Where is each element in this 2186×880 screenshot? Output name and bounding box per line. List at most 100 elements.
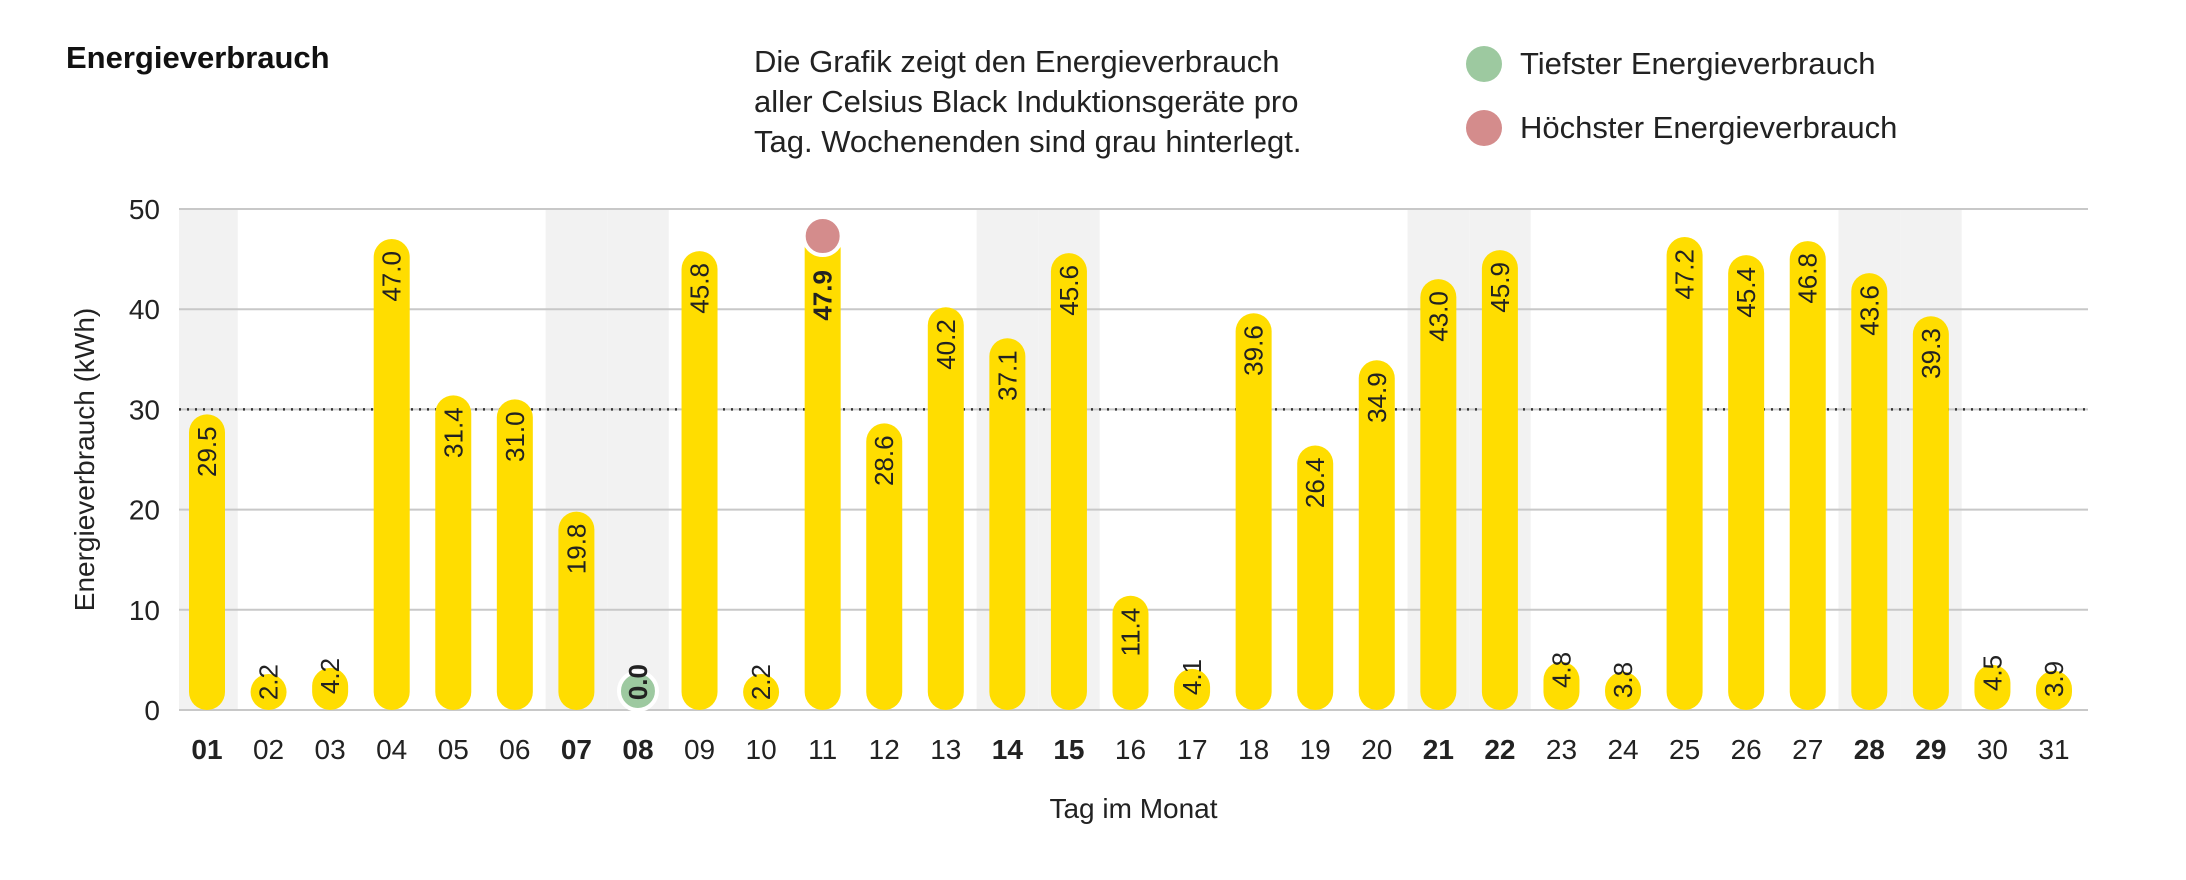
x-tick-label: 09	[684, 734, 715, 765]
legend-label: Höchster Energieverbrauch	[1520, 110, 1898, 145]
bar	[312, 667, 349, 710]
value-label: 39.3	[1916, 328, 1946, 379]
weekend-band	[607, 209, 669, 710]
x-tick-label: 01	[191, 734, 222, 765]
value-label: 3.8	[1608, 662, 1638, 698]
y-tick-label: 10	[129, 595, 160, 626]
bar	[496, 399, 533, 710]
bar	[927, 307, 964, 710]
value-label: 31.4	[438, 407, 468, 458]
value-label: 19.8	[561, 524, 591, 575]
x-tick-label: 16	[1115, 734, 1146, 765]
value-label: 4.1	[1177, 659, 1207, 695]
x-tick-label: 03	[315, 734, 346, 765]
x-tick-label: 19	[1300, 734, 1331, 765]
value-label: 47.2	[1670, 249, 1700, 300]
legend-item-max: Höchster Energieverbrauch	[1466, 108, 1897, 148]
bar	[1789, 241, 1826, 710]
bar	[373, 239, 410, 710]
y-tick-label: 40	[129, 294, 160, 325]
y-tick-label: 0	[144, 695, 160, 726]
value-label: 0.0	[623, 664, 653, 700]
bar	[1912, 316, 1949, 710]
x-tick-label: 25	[1669, 734, 1700, 765]
x-tick-label: 29	[1915, 734, 1946, 765]
x-tick-label: 15	[1053, 734, 1084, 765]
x-tick-label: 05	[438, 734, 469, 765]
x-tick-label: 06	[499, 734, 530, 765]
value-label: 45.6	[1054, 265, 1084, 316]
value-label: 45.9	[1485, 262, 1515, 313]
x-tick-label: 22	[1484, 734, 1515, 765]
value-label: 2.2	[746, 664, 776, 700]
value-label: 2.2	[254, 664, 284, 700]
bar	[558, 511, 595, 710]
x-tick-label: 14	[992, 734, 1024, 765]
y-tick-label: 50	[129, 194, 160, 225]
x-tick-label: 04	[376, 734, 407, 765]
max-marker	[801, 215, 844, 258]
x-tick-label: 20	[1361, 734, 1392, 765]
bar	[1174, 668, 1211, 710]
value-label: 29.5	[192, 426, 222, 477]
bar	[743, 674, 780, 710]
x-tick-label: 28	[1854, 734, 1885, 765]
bar	[189, 414, 225, 710]
bar	[1666, 237, 1703, 710]
bar	[804, 230, 841, 711]
chart-description: Die Grafik zeigt den Energieverbrauch al…	[754, 42, 1394, 162]
x-tick-label: 26	[1731, 734, 1762, 765]
value-label: 4.5	[1977, 655, 2007, 691]
y-tick-label: 30	[129, 394, 160, 425]
x-tick-label: 10	[746, 734, 777, 765]
value-label: 43.6	[1854, 285, 1884, 336]
value-label: 45.8	[685, 263, 715, 314]
value-label: 43.0	[1423, 291, 1453, 342]
min-marker-icon	[1466, 46, 1502, 82]
value-label: 39.6	[1239, 325, 1269, 376]
x-axis-title: Tag im Monat	[1049, 793, 1217, 824]
value-label: 4.2	[315, 658, 345, 694]
value-label: 37.1	[992, 350, 1022, 401]
chart-title: Energieverbrauch	[66, 40, 330, 75]
x-tick-label: 30	[1977, 734, 2008, 765]
y-axis-title: Energieverbrauch (kWh)	[69, 308, 100, 611]
legend: Tiefster Energieverbrauch Höchster Energ…	[1466, 44, 1897, 172]
value-label: 4.8	[1546, 652, 1576, 688]
value-label: 31.0	[500, 411, 530, 462]
x-tick-label: 27	[1792, 734, 1823, 765]
max-marker-icon	[1466, 110, 1502, 146]
value-label: 47.9	[808, 270, 838, 321]
bar	[1112, 595, 1149, 710]
y-tick-label: 20	[129, 495, 160, 526]
description-line: Tag. Wochenenden sind grau hinterlegt.	[754, 124, 1302, 159]
value-label: 47.0	[377, 251, 407, 302]
bar	[1974, 664, 2011, 710]
bar	[1420, 279, 1457, 710]
x-tick-label: 02	[253, 734, 284, 765]
value-label: 45.4	[1731, 267, 1761, 318]
legend-item-min: Tiefster Energieverbrauch	[1466, 44, 1897, 84]
value-label: 11.4	[1116, 608, 1146, 657]
value-label: 34.9	[1362, 372, 1392, 423]
x-tick-label: 07	[561, 734, 592, 765]
x-tick-label: 17	[1176, 734, 1207, 765]
bar	[1481, 250, 1518, 710]
bar	[2036, 670, 2072, 710]
bar	[1728, 255, 1765, 711]
legend-label: Tiefster Energieverbrauch	[1520, 46, 1876, 81]
bar	[1050, 253, 1087, 710]
description-line: aller Celsius Black Induktionsgeräte pro	[754, 84, 1299, 119]
bar	[1543, 661, 1580, 710]
x-tick-label: 23	[1546, 734, 1577, 765]
description-line: Die Grafik zeigt den Energieverbrauch	[754, 44, 1280, 79]
value-label: 26.4	[1300, 457, 1330, 508]
min-marker	[616, 670, 659, 712]
bar	[1235, 313, 1272, 710]
x-tick-label: 11	[808, 734, 837, 765]
bar	[1605, 671, 1642, 710]
x-tick-label: 24	[1607, 734, 1638, 765]
bar	[1851, 273, 1888, 710]
value-label: 40.2	[931, 319, 961, 370]
